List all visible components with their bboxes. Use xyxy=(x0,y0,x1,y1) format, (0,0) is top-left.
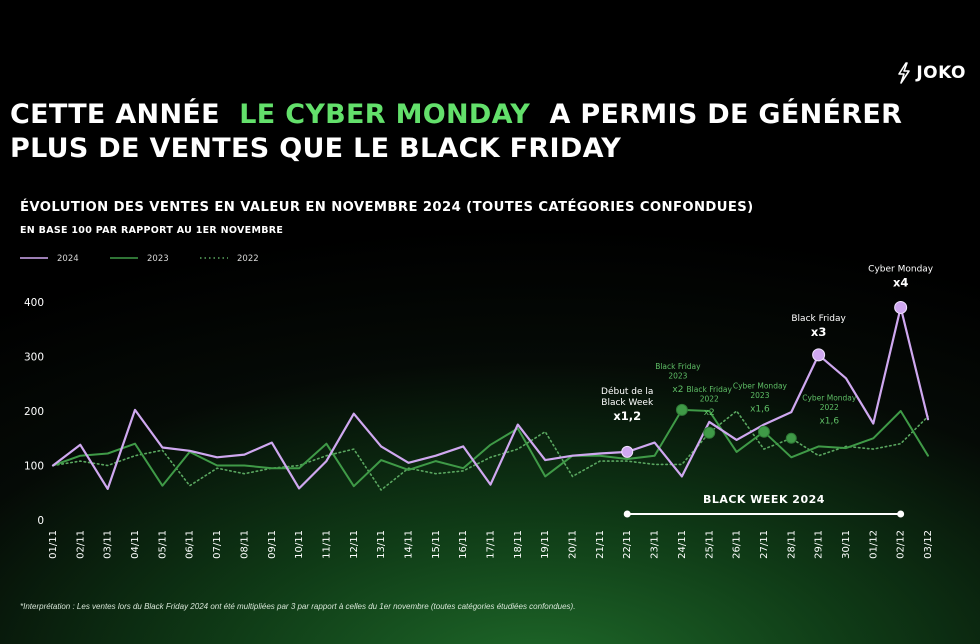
x-tick-label: 29/11 xyxy=(814,530,825,559)
series-line-2023 xyxy=(52,408,929,488)
annotation-multiplier: x4 xyxy=(893,275,908,289)
x-tick-label: 07/11 xyxy=(212,530,223,559)
x-tick-label: 27/11 xyxy=(759,530,770,559)
x-tick-label: 16/11 xyxy=(458,530,469,559)
x-tick-label: 03/11 xyxy=(103,530,114,559)
x-tick-label: 30/11 xyxy=(841,530,852,559)
x-tick-label: 01/11 xyxy=(48,530,59,559)
annotation-label: Black Friday xyxy=(655,362,701,371)
annotation-label: 2023 xyxy=(668,371,687,380)
x-tick-label: 02/12 xyxy=(896,530,907,559)
x-tick-label: 02/11 xyxy=(75,530,86,559)
x-tick-label: 18/11 xyxy=(513,530,524,559)
x-tick-label: 01/12 xyxy=(868,530,879,559)
joko-logo: JOKO xyxy=(896,62,966,84)
x-tick-label: 24/11 xyxy=(677,530,688,559)
lightning-icon xyxy=(898,62,911,84)
footnote: *Interprétation : Les ventes lors du Bla… xyxy=(20,602,576,611)
headline-accent: le Cyber Monday xyxy=(239,99,531,130)
annotation-multiplier: x1,6 xyxy=(750,405,770,415)
headline-pre: Cette année xyxy=(10,99,220,130)
headline-post: a permis de générer xyxy=(549,99,903,130)
headline-line1: Cette année le Cyber Monday a permis de … xyxy=(10,98,902,132)
x-tick-label: 05/11 xyxy=(157,530,168,559)
x-tick-label: 19/11 xyxy=(540,530,551,559)
annotation-dot xyxy=(894,300,908,314)
x-tick-label: 15/11 xyxy=(431,530,442,559)
legend-label: 2024 xyxy=(57,254,79,264)
annotation-multiplier: x3 xyxy=(811,325,826,339)
series-line-2024 xyxy=(51,306,930,490)
x-tick-label: 25/11 xyxy=(704,530,715,559)
y-tick-label: 300 xyxy=(24,352,44,364)
annotation-label: Black Friday xyxy=(791,314,846,324)
x-tick-label: 23/11 xyxy=(650,530,661,559)
headline-line2: plus de ventes que le Black Friday xyxy=(10,133,622,164)
x-tick-label: 11/11 xyxy=(321,530,332,559)
range-start-dot xyxy=(623,510,631,518)
legend-item-2022: 2022 xyxy=(200,254,259,264)
range-label: BLACK WEEK 2024 xyxy=(703,493,825,506)
series-line-2022 xyxy=(52,410,929,491)
y-tick-label: 0 xyxy=(37,515,44,527)
annotation-dot xyxy=(703,426,716,439)
annotation-label: 2023 xyxy=(750,391,769,400)
x-tick-label: 09/11 xyxy=(267,530,278,559)
y-tick-label: 200 xyxy=(24,406,44,418)
chart-subtitle: ÉVOLUTION DES VENTES EN VALEUR EN NOVEMB… xyxy=(20,200,754,215)
legend-label: 2022 xyxy=(237,254,259,264)
x-tick-label: 03/12 xyxy=(923,530,934,559)
x-tick-label: 20/11 xyxy=(568,530,579,559)
x-tick-label: 17/11 xyxy=(486,530,497,559)
annotation-label: Début de la xyxy=(601,386,653,397)
logo-text: JOKO xyxy=(916,63,966,83)
annotation-multiplier: x1,6 xyxy=(819,416,839,426)
annotation-dot xyxy=(785,432,797,444)
x-tick-label: 22/11 xyxy=(622,530,633,559)
x-tick-label: 10/11 xyxy=(294,530,305,559)
annotation-label: Black Week xyxy=(601,398,654,408)
annotation-multiplier: x1,2 xyxy=(613,409,641,423)
x-tick-label: 13/11 xyxy=(376,530,387,559)
annotation-dot xyxy=(621,445,634,458)
y-tick-label: 100 xyxy=(24,461,44,473)
annotation-dot xyxy=(757,425,770,438)
range-end-dot xyxy=(897,510,905,518)
annotation-multiplier: x2 xyxy=(672,385,683,395)
x-tick-label: 21/11 xyxy=(595,530,606,559)
black-week-range: BLACK WEEK 2024 xyxy=(623,493,905,518)
x-tick-label: 28/11 xyxy=(786,530,797,559)
annotation-multiplier: x2 xyxy=(704,408,715,418)
x-tick-label: 08/11 xyxy=(239,530,250,559)
annotation-label: 2022 xyxy=(700,394,719,403)
annotation-label: Cyber Monday xyxy=(802,393,857,402)
x-tick-label: 04/11 xyxy=(130,530,141,559)
x-tick-label: 06/11 xyxy=(185,530,196,559)
annotation-dot xyxy=(675,403,688,416)
x-tick-label: 12/11 xyxy=(349,530,360,559)
x-tick-label: 26/11 xyxy=(732,530,743,559)
headline: Cette année le Cyber Monday a permis de … xyxy=(10,98,902,166)
annotation-label: Cyber Monday xyxy=(868,264,934,274)
legend-item-2023: 2023 xyxy=(110,254,169,264)
legend-item-2024: 2024 xyxy=(20,254,79,264)
annotation-label: Cyber Monday xyxy=(733,382,788,391)
annotation-label: Black Friday xyxy=(687,385,733,394)
y-tick-label: 400 xyxy=(24,297,44,309)
annotation-dot xyxy=(812,348,826,362)
x-tick-label: 14/11 xyxy=(403,530,414,559)
chart-subtitle-base: EN BASE 100 PAR RAPPORT AU 1ER NOVEMBRE xyxy=(20,225,284,236)
annotation-label: 2022 xyxy=(820,403,839,412)
legend-label: 2023 xyxy=(147,254,169,264)
